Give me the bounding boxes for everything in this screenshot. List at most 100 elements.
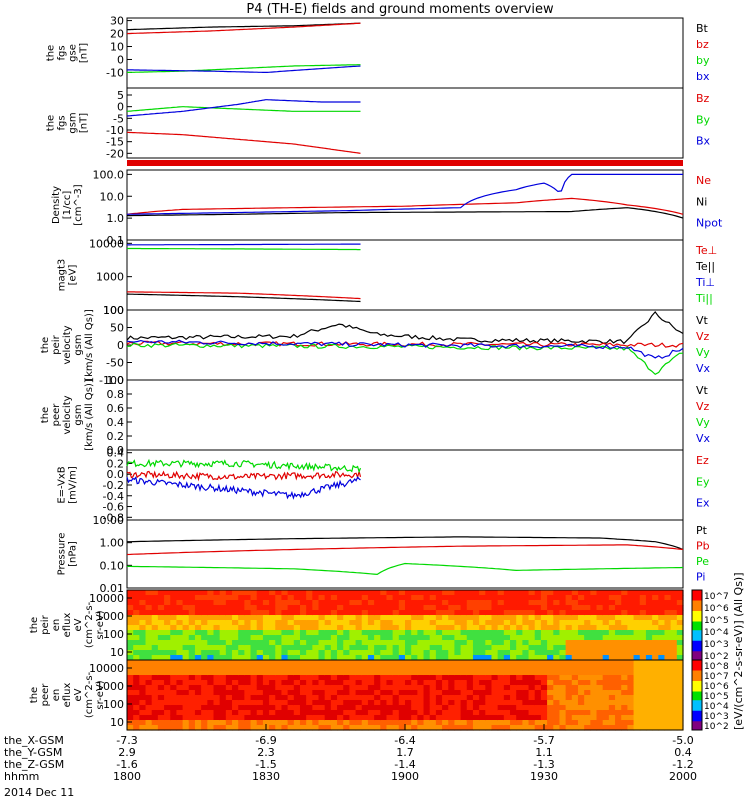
heatmap-cell [534, 705, 542, 711]
heatmap-cell [207, 620, 215, 626]
heatmap-cell [658, 705, 666, 711]
heatmap-cell [497, 725, 505, 731]
heatmap-cell [367, 620, 375, 626]
heatmap-cell [658, 625, 666, 631]
heatmap-cell [250, 725, 258, 731]
heatmap-cell [244, 670, 252, 676]
heatmap-cell [540, 720, 548, 726]
heatmap-cell [615, 615, 622, 621]
colorbar-segment [692, 628, 702, 631]
y-tick-label: 50 [110, 322, 124, 335]
legend-entry: Bt [696, 22, 709, 35]
heatmap-cell [330, 720, 338, 726]
heatmap-cell [584, 600, 591, 606]
heatmap-cell [676, 615, 684, 621]
heatmap-cell [559, 680, 567, 686]
heatmap-cell [639, 640, 647, 646]
colorbar-segment [692, 716, 702, 719]
heatmap-cell [133, 615, 140, 621]
heatmap-cell [275, 645, 283, 651]
colorbar-segment [692, 667, 702, 670]
heatmap-cell [485, 640, 493, 646]
heatmap-cell [411, 660, 418, 666]
colorbar-tick-label: 10^3 [704, 640, 729, 650]
colorbar-segment [692, 721, 702, 724]
heatmap-cell [269, 720, 276, 726]
heatmap-cell [281, 645, 289, 651]
heatmap-cell [225, 595, 233, 601]
heatmap-cell [293, 680, 301, 686]
heatmap-cell [627, 715, 635, 721]
heatmap-cell [503, 705, 511, 711]
heatmap-cell [584, 605, 591, 611]
heatmap-cell [299, 700, 307, 706]
heatmap-cell [633, 610, 641, 616]
heatmap-cell [608, 645, 616, 651]
heatmap-cell [670, 640, 678, 646]
heatmap-cell [337, 665, 344, 671]
heatmap-cell [287, 700, 295, 706]
heatmap-cell [361, 625, 369, 631]
heatmap-cell [565, 615, 573, 621]
heatmap-cell [454, 600, 462, 606]
heatmap-cell [553, 625, 561, 631]
heatmap-cell [194, 680, 202, 686]
heatmap-cell [287, 715, 295, 721]
y-axis-label: [km/s (All Qs)] [84, 379, 95, 451]
heatmap-cell [411, 635, 418, 641]
heatmap-cell [312, 600, 320, 606]
heatmap-cell [287, 655, 295, 661]
heatmap-cell [244, 695, 252, 701]
heatmap-cell [281, 640, 289, 646]
heatmap-cell [571, 655, 579, 661]
heatmap-cell [639, 725, 647, 731]
heatmap-cell [281, 630, 289, 636]
heatmap-cell [596, 600, 604, 606]
heatmap-cell [615, 605, 622, 611]
heatmap-cell [367, 670, 375, 676]
heatmap-cell [170, 670, 178, 676]
heatmap-cell [281, 690, 289, 696]
heatmap-cell [355, 595, 363, 601]
heatmap-cell [571, 690, 579, 696]
heatmap-cell [448, 605, 456, 611]
heatmap-cell [380, 700, 388, 706]
heatmap-cell [485, 715, 493, 721]
heatmap-cell [503, 620, 511, 626]
heatmap-cell [547, 605, 554, 611]
colorbar-segment [692, 649, 702, 652]
heatmap-cell [244, 655, 252, 661]
heatmap-cell [361, 640, 369, 646]
heatmap-cell [306, 655, 313, 661]
heatmap-cell [639, 700, 647, 706]
heatmap-cell [213, 675, 221, 681]
heatmap-cell [658, 590, 666, 596]
heatmap-cell [571, 610, 579, 616]
heatmap-cell [170, 685, 178, 691]
heatmap-cell [194, 670, 202, 676]
heatmap-cell [510, 715, 517, 721]
heatmap-cell [330, 610, 338, 616]
heatmap-cell [194, 620, 202, 626]
heatmap-cell [528, 690, 536, 696]
heatmap-cell [590, 645, 598, 651]
heatmap-cell [269, 670, 276, 676]
heatmap-cell [584, 685, 591, 691]
y-axis-label: Pressure [57, 533, 68, 576]
heatmap-cell [275, 625, 283, 631]
heatmap-cell [287, 665, 295, 671]
heatmap-cell [435, 625, 443, 631]
heatmap-cell [658, 620, 666, 626]
heatmap-cell [170, 615, 178, 621]
heatmap-cell [170, 675, 178, 681]
heatmap-cell [151, 590, 159, 596]
heatmap-cell [405, 710, 412, 716]
colorbar-segment [692, 642, 702, 645]
heatmap-cell [312, 725, 320, 731]
heatmap-cell [306, 595, 313, 601]
heatmap-cell [528, 645, 536, 651]
heatmap-cell [590, 595, 598, 601]
heatmap-cell [386, 655, 394, 661]
heatmap-cell [497, 675, 505, 681]
heatmap-cell [392, 620, 400, 626]
